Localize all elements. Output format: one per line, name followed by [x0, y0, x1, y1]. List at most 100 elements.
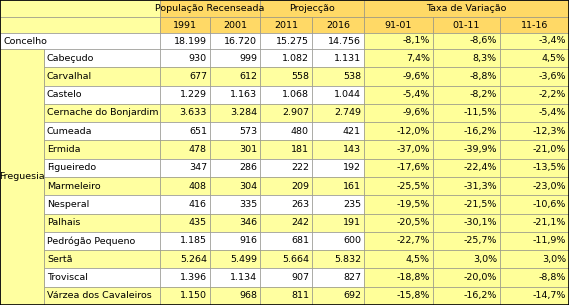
- Bar: [312, 122, 364, 140]
- Text: -5,4%: -5,4%: [403, 90, 430, 99]
- Text: 2001: 2001: [223, 20, 247, 30]
- Bar: [433, 17, 500, 33]
- Text: Carvalhal: Carvalhal: [47, 72, 92, 81]
- Bar: [0, 0, 160, 17]
- Bar: [0, 17, 160, 33]
- Bar: [44, 195, 160, 214]
- Text: 827: 827: [343, 273, 361, 282]
- Bar: [160, 250, 210, 268]
- Bar: [260, 17, 312, 33]
- Text: -12,0%: -12,0%: [397, 127, 430, 136]
- Text: 1.185: 1.185: [180, 236, 207, 246]
- Text: Palhais: Palhais: [47, 218, 80, 227]
- Bar: [312, 250, 364, 268]
- Text: -16,2%: -16,2%: [464, 291, 497, 300]
- Bar: [500, 214, 569, 232]
- Text: -11,9%: -11,9%: [533, 236, 566, 246]
- Text: -14,7%: -14,7%: [533, 291, 566, 300]
- Bar: [0, 159, 44, 177]
- Text: 11-16: 11-16: [521, 20, 548, 30]
- Bar: [312, 104, 364, 122]
- Bar: [160, 177, 210, 195]
- Text: -3,4%: -3,4%: [538, 37, 566, 45]
- Text: 480: 480: [291, 127, 309, 136]
- Bar: [500, 159, 569, 177]
- Text: 5.832: 5.832: [334, 255, 361, 264]
- Bar: [260, 49, 312, 67]
- Bar: [433, 159, 500, 177]
- Text: 1.396: 1.396: [180, 273, 207, 282]
- Bar: [312, 268, 364, 287]
- Bar: [433, 67, 500, 86]
- Bar: [364, 250, 433, 268]
- Text: -11,5%: -11,5%: [464, 109, 497, 117]
- Bar: [364, 17, 433, 33]
- Bar: [364, 86, 433, 104]
- Text: 242: 242: [291, 218, 309, 227]
- Bar: [210, 67, 260, 86]
- Bar: [160, 268, 210, 287]
- Bar: [0, 195, 44, 214]
- Bar: [433, 122, 500, 140]
- Text: 1.150: 1.150: [180, 291, 207, 300]
- Text: 304: 304: [239, 182, 257, 191]
- Text: -17,6%: -17,6%: [397, 163, 430, 172]
- Text: 181: 181: [291, 145, 309, 154]
- Text: 235: 235: [343, 200, 361, 209]
- Bar: [210, 17, 260, 33]
- Text: 347: 347: [189, 163, 207, 172]
- Bar: [210, 33, 260, 49]
- Bar: [0, 104, 44, 122]
- Bar: [210, 250, 260, 268]
- Bar: [210, 49, 260, 67]
- Bar: [312, 195, 364, 214]
- Text: 1.044: 1.044: [334, 90, 361, 99]
- Bar: [312, 86, 364, 104]
- Bar: [0, 33, 160, 49]
- Bar: [312, 177, 364, 195]
- Bar: [210, 159, 260, 177]
- Bar: [364, 104, 433, 122]
- Bar: [364, 232, 433, 250]
- Text: 1.229: 1.229: [180, 90, 207, 99]
- Text: -8,8%: -8,8%: [539, 273, 566, 282]
- Text: 538: 538: [343, 72, 361, 81]
- Text: -22,4%: -22,4%: [464, 163, 497, 172]
- Bar: [260, 0, 364, 17]
- Bar: [433, 33, 500, 49]
- Bar: [433, 287, 500, 305]
- Text: 301: 301: [239, 145, 257, 154]
- Text: Sertã: Sertã: [47, 255, 72, 264]
- Bar: [312, 17, 364, 33]
- Text: 5.264: 5.264: [180, 255, 207, 264]
- Bar: [160, 232, 210, 250]
- Text: Várzea dos Cavaleiros: Várzea dos Cavaleiros: [47, 291, 152, 300]
- Bar: [312, 33, 364, 49]
- Text: 558: 558: [291, 72, 309, 81]
- Bar: [44, 214, 160, 232]
- Text: 435: 435: [189, 218, 207, 227]
- Text: 600: 600: [343, 236, 361, 246]
- Text: Nesperal: Nesperal: [47, 200, 89, 209]
- Bar: [0, 268, 44, 287]
- Text: 192: 192: [343, 163, 361, 172]
- Bar: [433, 104, 500, 122]
- Bar: [160, 0, 260, 17]
- Text: 573: 573: [239, 127, 257, 136]
- Bar: [0, 214, 44, 232]
- Bar: [160, 287, 210, 305]
- Bar: [210, 195, 260, 214]
- Text: 416: 416: [189, 200, 207, 209]
- Bar: [500, 177, 569, 195]
- Bar: [260, 86, 312, 104]
- Bar: [210, 177, 260, 195]
- Text: 3.284: 3.284: [230, 109, 257, 117]
- Bar: [44, 232, 160, 250]
- Text: Castelo: Castelo: [47, 90, 83, 99]
- Bar: [210, 140, 260, 159]
- Bar: [260, 122, 312, 140]
- Bar: [160, 67, 210, 86]
- Bar: [44, 287, 160, 305]
- Text: 161: 161: [343, 182, 361, 191]
- Bar: [160, 86, 210, 104]
